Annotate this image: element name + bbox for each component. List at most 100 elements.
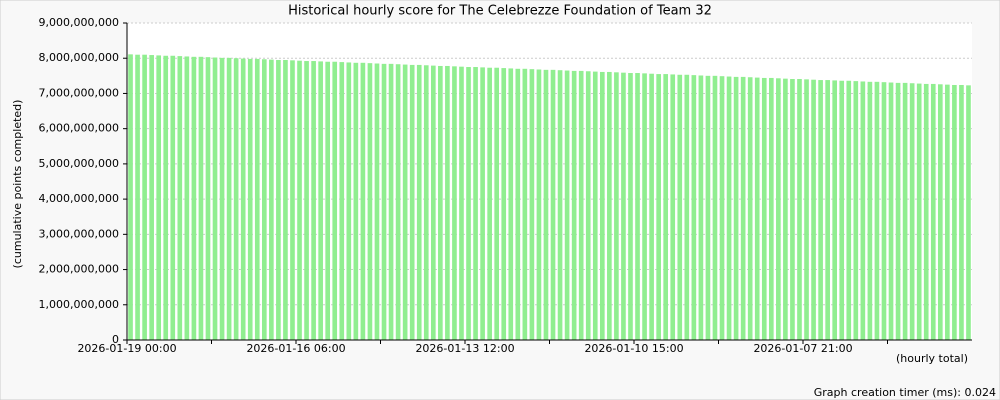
footer: Graph creation timer (ms): 0.024: [814, 386, 996, 399]
bar: [487, 67, 492, 340]
bar: [395, 64, 401, 341]
bar: [656, 74, 661, 341]
bar: [642, 73, 647, 341]
bar: [240, 58, 246, 341]
bar: [430, 65, 436, 340]
bar: [311, 61, 316, 340]
bar: [895, 82, 901, 340]
bar: [945, 84, 950, 340]
bar: [452, 66, 457, 340]
bar: [466, 67, 471, 341]
bar: [177, 56, 183, 341]
bar: [635, 73, 640, 340]
bar: [712, 75, 718, 340]
x-tick-label: 2026-01-07 21:00: [753, 342, 852, 355]
bar: [677, 74, 683, 340]
bar: [367, 63, 373, 341]
bar: [353, 62, 359, 340]
bar: [874, 81, 880, 341]
bar: [888, 82, 894, 340]
bar: [761, 77, 767, 341]
bar: [719, 76, 725, 341]
y-tick-label: 7,000,000,000: [39, 86, 119, 99]
y-tick-label: 6,000,000,000: [39, 122, 119, 135]
y-tick-label: 4,000,000,000: [39, 192, 119, 205]
bar: [445, 65, 450, 341]
bar: [198, 56, 204, 341]
bar: [670, 74, 676, 341]
bar: [853, 81, 859, 340]
bar: [515, 68, 521, 341]
y-tick-label: 0: [112, 333, 119, 346]
bar: [318, 61, 323, 341]
y-tick-label: 1,000,000,000: [39, 298, 119, 311]
bar: [571, 70, 577, 340]
chart-title: Historical hourly score for The Celebrez…: [288, 4, 712, 19]
bar: [578, 70, 584, 340]
bar: [902, 82, 908, 340]
bar: [543, 69, 549, 341]
bar: [937, 84, 943, 340]
bar: [212, 57, 218, 341]
y-tick-label: 8,000,000,000: [39, 51, 119, 64]
bar: [254, 58, 260, 340]
bar: [705, 75, 711, 340]
bar: [529, 69, 535, 340]
bar: [930, 83, 936, 340]
bar: [297, 60, 302, 341]
bar: [304, 61, 309, 340]
bar: [663, 74, 669, 341]
bar: [783, 78, 788, 340]
bar: [423, 65, 429, 341]
bar: [438, 65, 443, 341]
bar: [276, 59, 281, 340]
bar: [614, 72, 619, 341]
bar: [219, 57, 225, 341]
x-tick-label: 2026-01-19 00:00: [77, 342, 176, 355]
bar: [381, 63, 387, 340]
bar: [698, 75, 704, 340]
x-tick-label: 2026-01-16 06:00: [246, 342, 345, 355]
plot-area: [127, 23, 972, 340]
bar: [839, 80, 845, 341]
bar: [374, 63, 380, 340]
bar: [325, 61, 331, 340]
bar: [952, 84, 957, 340]
bar: [501, 68, 507, 340]
bar: [740, 76, 746, 340]
bar: [142, 54, 147, 340]
bar: [966, 85, 971, 341]
bar: [416, 64, 422, 341]
bar: [135, 54, 140, 340]
bar: [825, 80, 830, 340]
y-tick-label: 5,000,000,000: [39, 157, 119, 170]
bar: [684, 74, 690, 340]
bar: [607, 71, 612, 340]
bar: [790, 79, 795, 341]
bar: [860, 81, 866, 341]
bar: [797, 79, 802, 341]
bar: [191, 56, 197, 341]
bar: [564, 70, 570, 341]
y-axis-label: (cumulative points completed): [11, 100, 24, 269]
bar: [649, 73, 654, 340]
bar: [754, 77, 760, 340]
x-tick-label: 2026-01-13 12:00: [415, 342, 514, 355]
bar: [339, 62, 345, 340]
bar: [332, 61, 338, 340]
bar: [290, 60, 295, 340]
bar: [832, 80, 838, 340]
bar: [923, 83, 929, 340]
bar: [226, 57, 232, 341]
bar: [726, 76, 732, 340]
bar: [959, 84, 964, 340]
bar: [184, 56, 190, 340]
bar: [592, 71, 598, 341]
bar: [768, 77, 774, 341]
bar: [128, 54, 133, 340]
bar: [585, 71, 591, 340]
bar: [388, 63, 394, 340]
bar: [909, 83, 915, 340]
bar: [269, 59, 274, 341]
